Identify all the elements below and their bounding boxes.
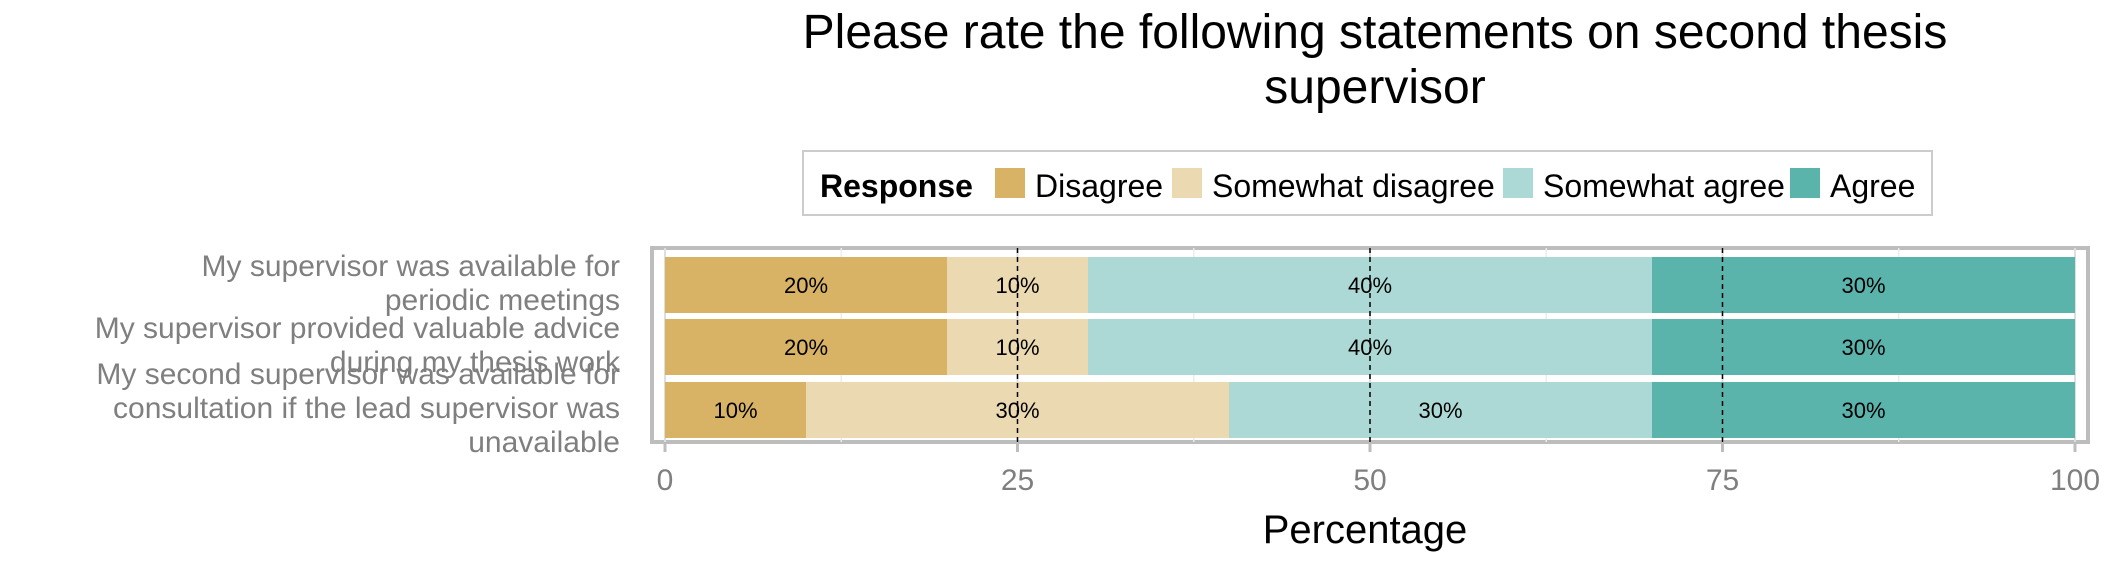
chart-title-line-1: Please rate the following statements on … — [803, 6, 1948, 59]
bar-row0-disagree — [665, 257, 947, 313]
x-tick-label-0: 0 — [657, 464, 674, 497]
chart-title: Please rate the following statements on … — [803, 6, 1948, 114]
y-tick-label-0-1: periodic meetings — [385, 284, 620, 317]
data-label-row2-s0: 10% — [713, 398, 757, 423]
y-axis: My supervisor was available forperiodic … — [95, 250, 621, 459]
x-axis: 0 25 50 75 100 — [657, 442, 2100, 497]
data-label-row1-s3: 30% — [1841, 335, 1885, 360]
legend-key-0 — [995, 168, 1025, 198]
x-tick-label-1: 25 — [1001, 464, 1034, 497]
data-label-row0-s2: 40% — [1348, 273, 1392, 298]
legend-key-1 — [1172, 168, 1202, 198]
data-label-row1-s1: 10% — [995, 335, 1039, 360]
y-tick-label-1-0: My supervisor provided valuable advice — [95, 312, 620, 345]
y-tick-label-0-0: My supervisor was available for — [202, 250, 621, 283]
legend: Response Disagree Somewhat disagree Somewha… — [802, 150, 1933, 216]
y-tick-label-2-1: consultation if the lead supervisor was — [113, 392, 620, 425]
data-labels: 20% 10% 40% 30% 20% 10% 40% 30% 10% 30% 30% 30% — [713, 273, 1885, 423]
bar-row2-disagree — [665, 382, 806, 438]
legend-box — [802, 150, 1933, 216]
bar-row1-disagree — [665, 319, 947, 375]
bar-row2-somewhat-agree — [1229, 382, 1652, 438]
legend-title: Response — [820, 168, 973, 204]
data-label-row2-s3: 30% — [1841, 398, 1885, 423]
data-label-row1-s0: 20% — [784, 335, 828, 360]
data-label-row2-s1: 30% — [995, 398, 1039, 423]
data-label-row2-s2: 30% — [1418, 398, 1462, 423]
legend-label-2: Somewhat agree — [1543, 168, 1785, 204]
x-axis-label: Percentage — [1263, 508, 1468, 552]
data-label-row0-s1: 10% — [995, 273, 1039, 298]
legend-key-3 — [1790, 168, 1820, 198]
chart-title-line-2: supervisor — [1264, 61, 1485, 114]
legend-label-1: Somewhat disagree — [1212, 168, 1495, 204]
y-tick-label-1-1: during my thesis work — [330, 346, 621, 379]
data-label-row0-s0: 20% — [784, 273, 828, 298]
data-label-row0-s3: 30% — [1841, 273, 1885, 298]
legend-label-0: Disagree — [1035, 168, 1163, 204]
bars — [665, 257, 2075, 438]
x-tick-label-4: 100 — [2050, 464, 2100, 497]
x-tick-label-3: 75 — [1706, 464, 1739, 497]
legend-key-2 — [1503, 168, 1533, 198]
y-tick-label-2-2: unavailable — [468, 426, 620, 459]
y-tick-label-2-0: My second supervisor was available for — [96, 358, 620, 391]
legend-label-3: Agree — [1830, 168, 1915, 204]
data-label-row1-s2: 40% — [1348, 335, 1392, 360]
x-tick-label-2: 50 — [1353, 464, 1386, 497]
